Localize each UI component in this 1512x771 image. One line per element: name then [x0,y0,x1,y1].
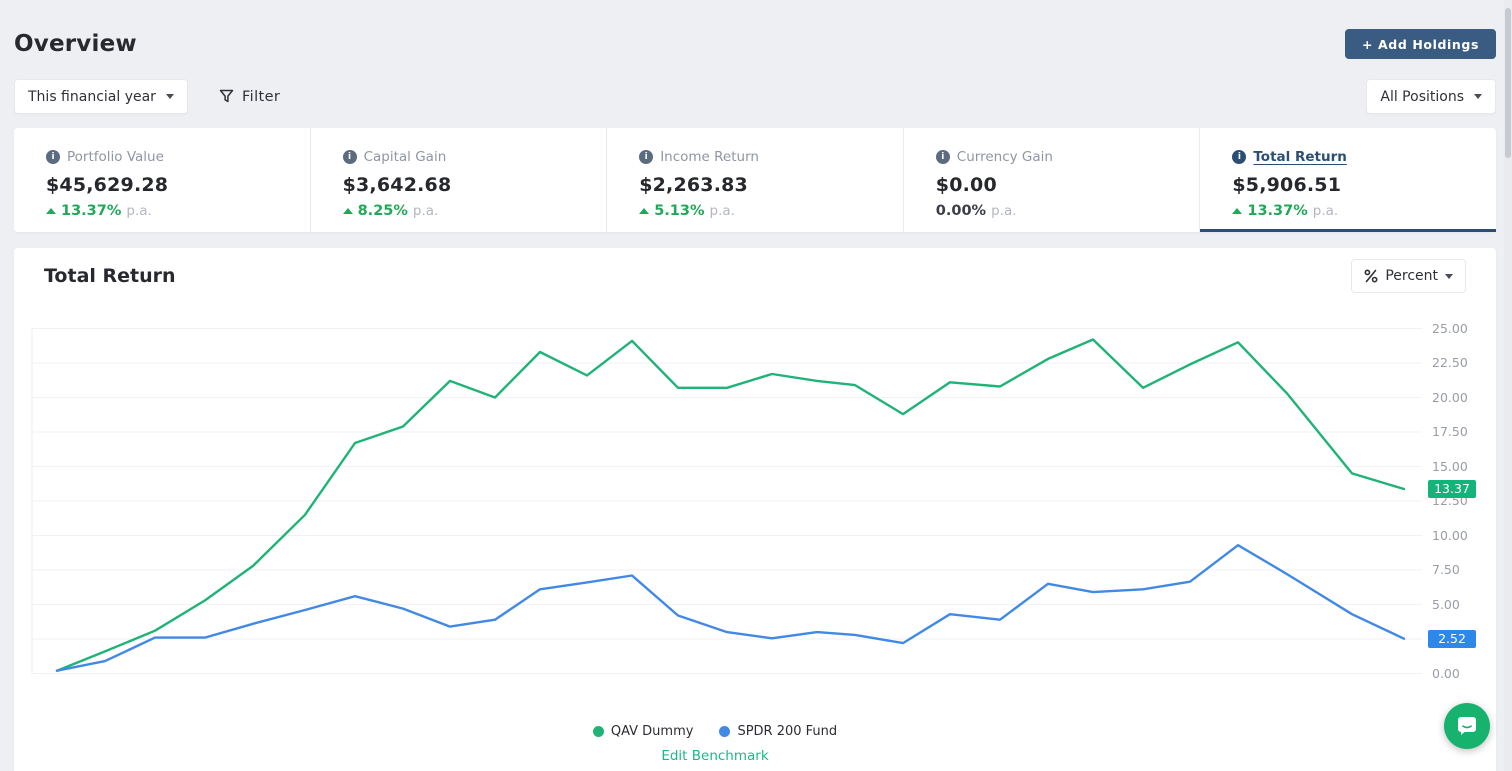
line-chart[interactable] [30,310,1426,702]
stat-change: 5.13% p.a. [639,203,883,219]
legend-label: SPDR 200 Fund [737,724,838,739]
period-selector[interactable]: This financial year [14,79,188,114]
page-title: Overview [14,31,137,57]
stat-label: Total Return [1253,149,1347,165]
positions-selector-value: All Positions [1380,88,1464,105]
filter-label: Filter [241,88,281,105]
top-bar: Overview + Add Holdings [14,24,1496,64]
up-arrow-icon [46,207,56,214]
y-tick-label: 15.00 [1432,458,1468,474]
stat-value: $5,906.51 [1232,174,1342,196]
stat-capital-gain[interactable]: i Capital Gain $3,642.68 8.25% p.a. [309,128,607,232]
percent-icon [1364,269,1378,283]
stat-change: 13.37% p.a. [46,203,290,219]
stat-value: $2,263.83 [639,174,748,196]
legend-dot-icon [592,726,604,737]
stat-currency-gain[interactable]: i Currency Gain $0.00 0.00% p.a. [902,128,1200,232]
stat-value: $0.00 [935,174,997,196]
period-selector-value: This financial year [28,88,156,105]
stat-label: Currency Gain [956,149,1053,165]
info-icon: i [1232,150,1247,164]
chevron-down-icon [1445,273,1453,279]
total-return-chart-card: Total Return Percent 25.00 22.50 20.00 17.5… [14,248,1496,771]
chat-bubble-icon [1458,717,1476,735]
stats-card: i Portfolio Value $45,629.28 13.37% p.a. i… [14,128,1496,232]
scrollbar-thumb[interactable] [1505,8,1511,158]
legend-label: QAV Dummy [610,724,694,739]
y-tick-label: 5.00 [1432,596,1460,612]
series-value-badge: 13.37 [1428,479,1476,498]
scrollbar-track[interactable] [1504,0,1512,771]
stat-change: 0.00% p.a. [935,203,1017,219]
chevron-down-icon [165,94,174,99]
legend-dot-icon [719,726,731,737]
legend-item[interactable]: SPDR 200 Fund [719,724,837,739]
stat-value: $3,642.68 [342,174,452,196]
chart-title: Total Return [44,265,176,287]
edit-benchmark-link[interactable]: Edit Benchmark [661,748,769,764]
positions-selector[interactable]: All Positions [1366,79,1496,114]
up-arrow-icon [1232,207,1243,214]
y-tick-label: 0.00 [1432,665,1460,681]
chevron-down-icon [1474,94,1482,99]
unit-selector[interactable]: Percent [1351,259,1466,293]
info-icon: i [935,150,950,164]
y-tick-label: 20.00 [1432,389,1468,405]
y-tick-label: 7.50 [1432,562,1460,577]
stat-value: $45,629.28 [46,174,169,196]
stat-portfolio-value[interactable]: i Portfolio Value $45,629.28 13.37% p.a. [14,128,310,232]
up-arrow-icon [342,207,353,214]
filter-bar: This financial year Filter All Positions [14,79,1496,114]
stat-label: Income Return [660,149,759,165]
y-tick-label: 10.00 [1432,527,1468,543]
series-value-badge: 2.52 [1428,629,1476,648]
y-tick-label: 17.50 [1432,424,1468,439]
up-arrow-icon [639,207,650,214]
filter-button[interactable]: Filter [219,89,280,105]
info-icon: i [342,150,357,164]
chat-widget-button[interactable] [1444,703,1490,749]
info-icon: i [46,150,60,164]
stat-label: Capital Gain [363,149,447,165]
stat-label: Portfolio Value [67,149,164,165]
add-holdings-button[interactable]: + Add Holdings [1345,29,1496,59]
chart-canvas [31,328,1422,674]
stat-income-return[interactable]: i Income Return $2,263.83 5.13% p.a. [606,128,903,232]
legend-item[interactable]: QAV Dummy [592,724,694,739]
stat-change: 13.37% p.a. [1232,203,1476,219]
stat-change: 8.25% p.a. [342,203,587,219]
chart-legend: QAV Dummy SPDR 200 Fund [14,724,1416,739]
funnel-icon [219,89,234,103]
info-icon: i [639,150,654,164]
y-tick-label: 22.50 [1432,355,1468,370]
y-tick-label: 25.00 [1432,320,1468,336]
stat-total-return[interactable]: i Total Return $5,906.51 13.37% p.a. [1199,128,1496,232]
chart-header: Total Return Percent [44,259,1466,293]
unit-selector-value: Percent [1385,268,1438,284]
